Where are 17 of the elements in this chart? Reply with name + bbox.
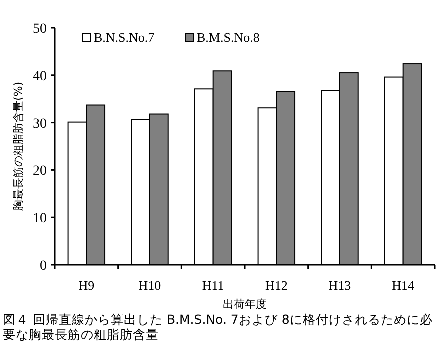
x-tick-label: H11 — [202, 278, 224, 293]
legend-label: B.M.S.No.8 — [197, 30, 260, 45]
x-axis-title: 出荷年度 — [223, 298, 267, 311]
caption: 図４ 回帰直線から算出した B.M.S.No. 7および 8に格付けされるために必要な胸最長筋の粗脂肪含量 — [3, 312, 434, 342]
y-tick-label: 50 — [33, 22, 47, 37]
legend-label: B.N.S.No.7 — [94, 30, 156, 45]
x-tick-label: H13 — [328, 278, 352, 293]
y-tick-label: 10 — [33, 212, 47, 227]
x-tick-label: H12 — [265, 278, 288, 293]
y-axis-title: 胸最長筋の粗脂肪含量(%) — [12, 82, 25, 212]
y-tick-label: 30 — [33, 116, 47, 132]
y-tick-label: 40 — [33, 69, 47, 84]
x-tick-label: H9 — [78, 278, 95, 293]
x-tick-label: H14 — [392, 278, 416, 293]
y-tick-label: 0 — [40, 259, 47, 274]
x-tick-label: H10 — [138, 278, 162, 293]
y-tick-label: 20 — [33, 164, 47, 180]
